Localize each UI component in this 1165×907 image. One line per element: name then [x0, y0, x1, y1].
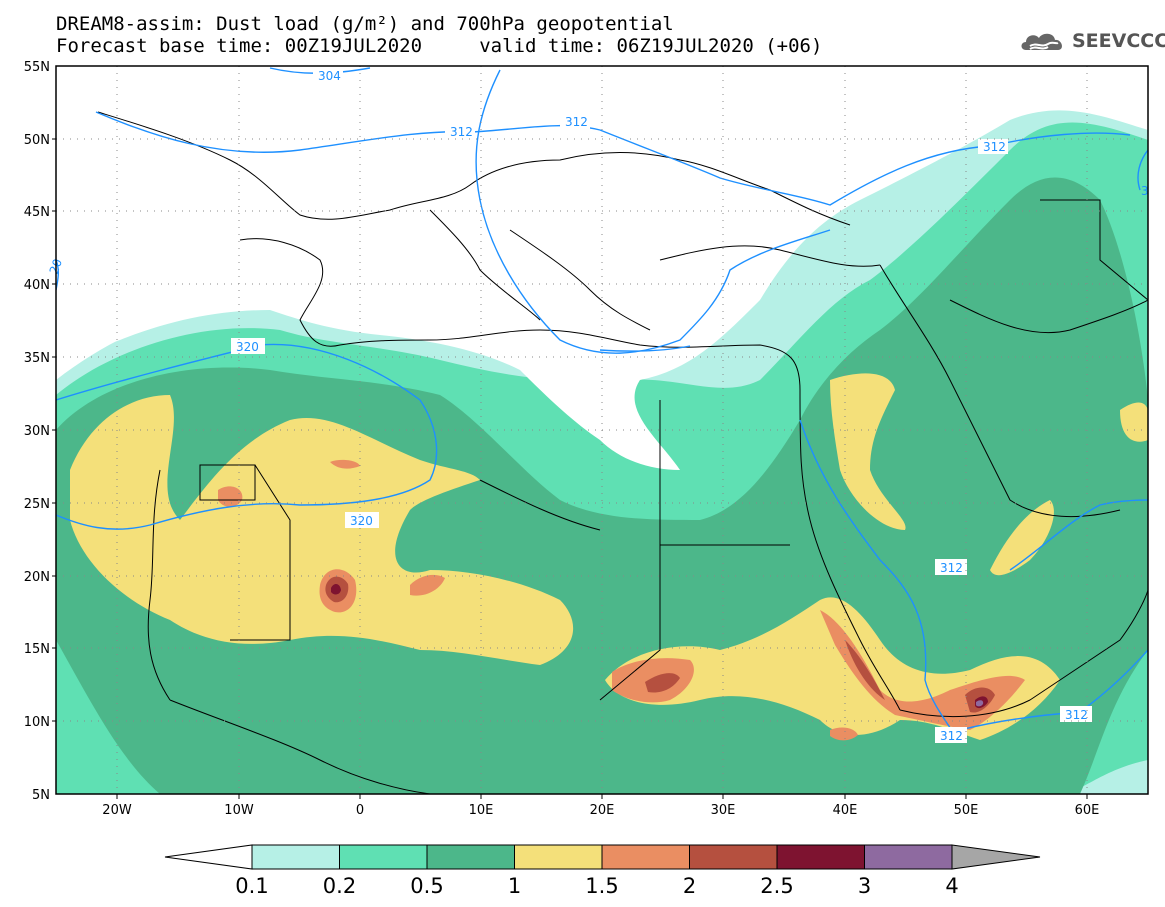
- contour-label: 312: [450, 125, 473, 139]
- colorbar-label: 2: [683, 874, 696, 898]
- lat-label: 5N: [32, 788, 50, 803]
- lat-label: 15N: [24, 642, 50, 657]
- contour-label: 312: [983, 140, 1006, 154]
- colorbar-label: 0.2: [323, 874, 356, 898]
- lon-label: 10E: [469, 803, 494, 818]
- dust-level-2: [325, 576, 996, 713]
- contour-labels: 304 312 312 312 320 320 312 312 312 20 3: [47, 68, 1149, 743]
- contour-label: 320: [236, 340, 259, 354]
- coastlines: [97, 111, 1148, 794]
- colorbar-segment: [251, 844, 340, 870]
- lat-label: 55N: [24, 60, 50, 75]
- lon-label: 10W: [224, 803, 254, 818]
- lat-label: 40N: [24, 278, 50, 293]
- colorbar-segment: [426, 844, 515, 870]
- lon-label: 60E: [1075, 803, 1100, 818]
- colorbar-segment: [601, 844, 690, 870]
- lat-label: 50N: [24, 133, 50, 148]
- colorbar-label: 1.5: [585, 874, 618, 898]
- colorbar-segment: [864, 844, 953, 870]
- colorbar: 0.1 0.2 0.5 1 1.5 2 2.5 3 4: [164, 844, 1041, 898]
- seevccc-logo: SEEVCCC: [1018, 28, 1165, 54]
- logo-text: SEEVCCC: [1072, 30, 1165, 52]
- colorbar-under-arrow: [164, 844, 253, 870]
- contour-label: 312: [1065, 708, 1088, 722]
- colorbar-label: 1: [508, 874, 521, 898]
- lat-label: 30N: [24, 424, 50, 439]
- lon-label: 50E: [954, 803, 979, 818]
- dust-level-1.5: [218, 459, 1025, 741]
- lat-label: 35N: [24, 351, 50, 366]
- lon-label: 20W: [102, 803, 132, 818]
- contour-label: 312: [565, 115, 588, 129]
- graticule: [56, 66, 1148, 794]
- longitude-axis: 20W 10W 0 10E 20E 30E 40E 50E 60E: [102, 803, 1099, 818]
- latitude-axis: 55N 50N 45N 40N 35N 30N 25N 20N 15N 10N …: [24, 60, 50, 803]
- colorbar-segment: [689, 844, 778, 870]
- lat-label: 20N: [24, 570, 50, 585]
- colorbar-label: 3: [858, 874, 871, 898]
- colorbar-segment: [339, 844, 428, 870]
- cloud-icon: [1021, 33, 1062, 50]
- contour-label: 304: [318, 69, 341, 83]
- colorbar-label: 0.1: [235, 874, 268, 898]
- lon-label: 30E: [711, 803, 736, 818]
- forecast-time-line: Forecast base time: 00Z19JUL2020 valid t…: [56, 35, 823, 57]
- lon-label: 40E: [833, 803, 858, 818]
- lat-label: 10N: [24, 715, 50, 730]
- colorbar-segment: [514, 844, 603, 870]
- lat-label: 25N: [24, 497, 50, 512]
- colorbar-label: 0.5: [410, 874, 443, 898]
- contour-label: 312: [940, 561, 963, 575]
- colorbar-segment: [776, 844, 865, 870]
- colorbar-over-arrow: [951, 844, 1041, 870]
- contour-label: 3: [1141, 184, 1149, 198]
- map-title: DREAM8-assim: Dust load (g/m²) and 700hP…: [56, 13, 674, 35]
- colorbar-label: 4: [945, 874, 958, 898]
- lon-label: 0: [356, 803, 364, 818]
- contour-label: 312: [940, 729, 963, 743]
- dust-level-3: [976, 700, 984, 707]
- lon-label: 20E: [590, 803, 615, 818]
- low-dust-area: [56, 66, 1148, 470]
- contour-label: 320: [350, 514, 373, 528]
- dust-fields: [56, 66, 1148, 794]
- lat-label: 45N: [24, 205, 50, 220]
- colorbar-label: 2.5: [760, 874, 793, 898]
